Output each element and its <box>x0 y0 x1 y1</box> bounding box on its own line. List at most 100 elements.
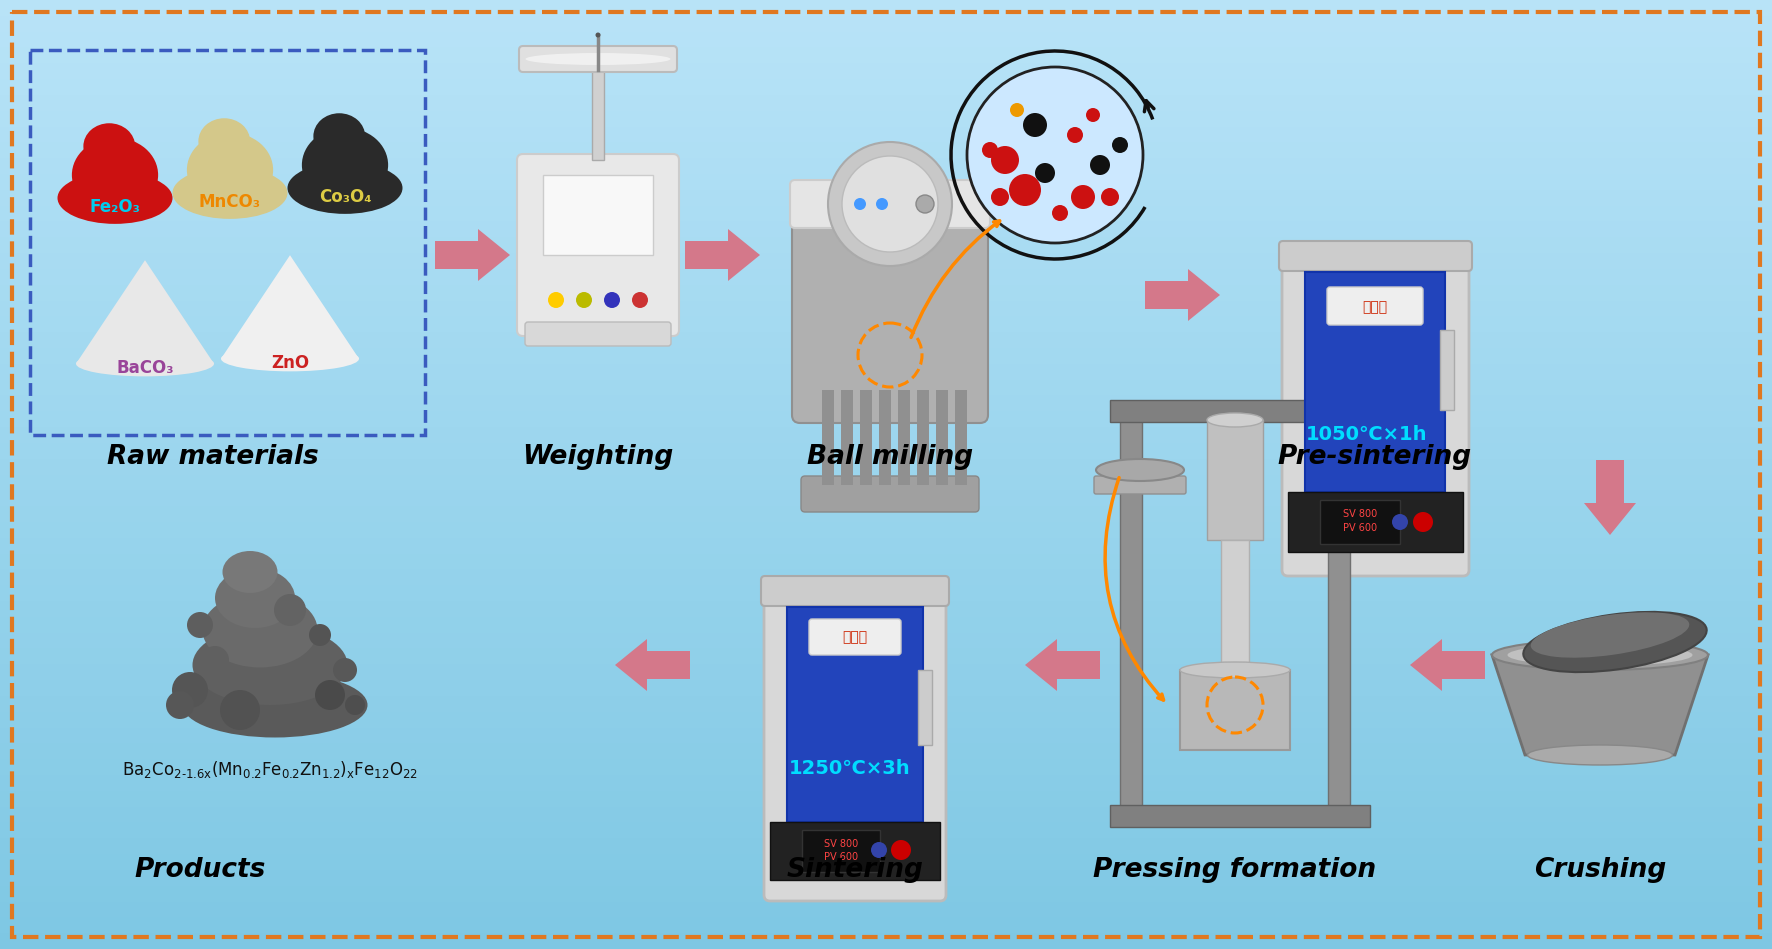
Bar <box>955 390 968 485</box>
Text: SV 800: SV 800 <box>1343 509 1377 519</box>
Bar <box>1180 670 1290 750</box>
Circle shape <box>1008 174 1040 206</box>
Bar <box>0 933 1772 949</box>
Bar <box>771 822 939 880</box>
Ellipse shape <box>1207 413 1263 427</box>
Ellipse shape <box>193 625 347 705</box>
Ellipse shape <box>83 123 135 169</box>
Bar <box>0 126 1772 142</box>
Bar <box>0 838 1772 854</box>
Bar <box>0 664 1772 680</box>
Circle shape <box>991 146 1019 174</box>
Circle shape <box>1010 103 1024 117</box>
Ellipse shape <box>183 673 367 737</box>
Bar <box>0 538 1772 553</box>
Bar <box>822 390 835 485</box>
Text: Weighting: Weighting <box>523 444 673 470</box>
Circle shape <box>1053 205 1069 221</box>
Bar <box>0 16 1772 31</box>
Ellipse shape <box>287 162 402 214</box>
Circle shape <box>1113 137 1129 153</box>
Circle shape <box>1067 127 1083 143</box>
Ellipse shape <box>1527 745 1673 765</box>
Circle shape <box>315 680 346 710</box>
Text: BaCO₃: BaCO₃ <box>117 359 174 377</box>
Ellipse shape <box>1531 612 1689 658</box>
Bar <box>0 680 1772 696</box>
Bar <box>1109 400 1370 422</box>
Ellipse shape <box>198 119 250 164</box>
Circle shape <box>346 695 365 715</box>
FancyBboxPatch shape <box>525 322 672 346</box>
Ellipse shape <box>595 32 601 38</box>
Bar <box>0 269 1772 285</box>
Bar <box>0 902 1772 918</box>
Bar <box>898 390 911 485</box>
Circle shape <box>548 292 563 308</box>
Bar <box>1288 492 1464 552</box>
Text: Fe₂O₃: Fe₂O₃ <box>90 198 140 216</box>
Polygon shape <box>1411 639 1485 691</box>
Bar <box>0 759 1772 775</box>
Circle shape <box>188 612 213 638</box>
FancyBboxPatch shape <box>1093 476 1185 494</box>
Bar <box>0 807 1772 823</box>
Bar <box>0 586 1772 601</box>
Bar <box>0 458 1772 474</box>
Bar <box>787 607 923 822</box>
Text: Ball milling: Ball milling <box>806 444 973 470</box>
Bar <box>0 427 1772 443</box>
Bar <box>0 491 1772 506</box>
Text: 1250℃×3h: 1250℃×3h <box>789 758 911 777</box>
Bar <box>0 0 1772 16</box>
Bar <box>0 569 1772 586</box>
Polygon shape <box>222 255 360 359</box>
Bar <box>0 553 1772 569</box>
Bar <box>0 854 1772 870</box>
Text: Pre-sintering: Pre-sintering <box>1278 444 1473 470</box>
Text: PV 600: PV 600 <box>824 852 858 862</box>
Bar <box>916 390 929 485</box>
Bar <box>1320 500 1400 544</box>
Circle shape <box>828 142 952 266</box>
Circle shape <box>604 292 620 308</box>
Text: $\mathrm{Ba_2Co_{2\text{-}1.6x}(Mn_{0.2}Fe_{0.2}Zn_{1.2})_xFe_{12}O_{22}}$: $\mathrm{Ba_2Co_{2\text{-}1.6x}(Mn_{0.2}… <box>122 759 418 780</box>
Text: Pressing formation: Pressing formation <box>1093 857 1377 883</box>
FancyBboxPatch shape <box>792 207 989 423</box>
Ellipse shape <box>57 172 172 224</box>
Bar <box>0 918 1772 933</box>
Text: 马弗炉: 马弗炉 <box>1363 300 1387 314</box>
Text: PV 600: PV 600 <box>1343 523 1377 533</box>
Bar <box>0 332 1772 348</box>
Polygon shape <box>76 260 214 363</box>
Bar <box>542 175 654 255</box>
Circle shape <box>1100 188 1118 206</box>
FancyBboxPatch shape <box>790 180 991 228</box>
Bar <box>1304 272 1444 492</box>
Bar <box>592 70 604 160</box>
Bar <box>1207 420 1263 540</box>
FancyBboxPatch shape <box>519 46 677 72</box>
Bar <box>0 64 1772 79</box>
Bar <box>0 316 1772 332</box>
Text: 马弗炉: 马弗炉 <box>842 630 868 644</box>
Text: Raw materials: Raw materials <box>106 444 319 470</box>
Ellipse shape <box>301 127 388 202</box>
Bar <box>0 158 1772 174</box>
Bar <box>1109 805 1370 827</box>
Circle shape <box>968 67 1143 243</box>
Ellipse shape <box>1180 662 1290 678</box>
Circle shape <box>633 292 649 308</box>
Circle shape <box>275 594 307 626</box>
Bar <box>0 743 1772 759</box>
Bar <box>0 633 1772 648</box>
Ellipse shape <box>202 592 317 667</box>
Polygon shape <box>686 229 760 281</box>
Text: Crushing: Crushing <box>1535 857 1666 883</box>
Bar <box>0 728 1772 743</box>
Circle shape <box>333 658 356 682</box>
Bar <box>0 47 1772 64</box>
Polygon shape <box>434 229 510 281</box>
Bar <box>0 885 1772 902</box>
Bar <box>842 390 852 485</box>
